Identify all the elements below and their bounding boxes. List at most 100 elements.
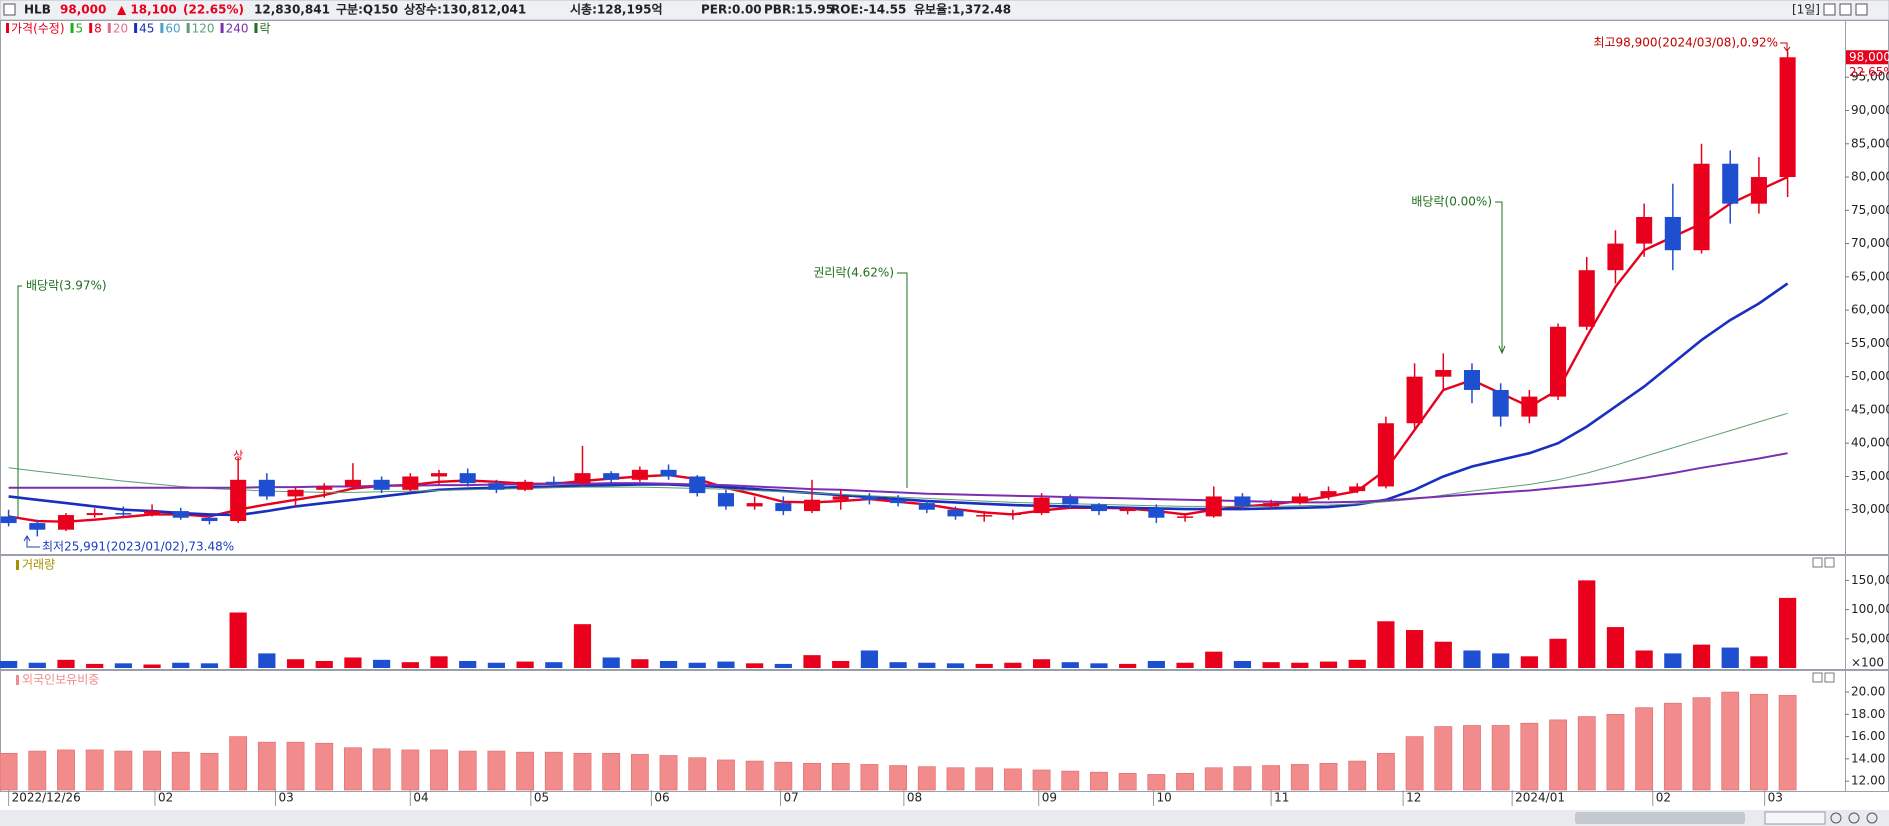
bar <box>1606 714 1625 791</box>
bar <box>344 657 362 668</box>
bar <box>717 661 735 668</box>
y-tick-label: 95,000 <box>1851 70 1889 84</box>
y-tick-label: 100,000 <box>1851 602 1889 616</box>
bar <box>229 736 248 791</box>
restore-button[interactable] <box>1823 3 1836 16</box>
candle-body <box>230 479 247 522</box>
bar <box>57 659 75 668</box>
legend-swatch <box>89 23 93 33</box>
legend-label: 락 <box>259 22 270 36</box>
legend-label: 60 <box>165 22 180 36</box>
candle-body <box>1234 496 1251 507</box>
candle-body <box>947 509 964 517</box>
bar <box>1176 773 1194 791</box>
annotation-line <box>23 535 40 548</box>
candle-body <box>1263 503 1280 507</box>
candle-body <box>1750 177 1767 204</box>
y-tick-label: 45,000 <box>1851 402 1889 416</box>
candle-body <box>1349 486 1366 492</box>
panel-button[interactable] <box>1824 672 1835 683</box>
scrollbar-track[interactable] <box>0 810 1889 826</box>
zoom-out[interactable] <box>1830 812 1842 824</box>
panel-title-swatch <box>16 675 19 685</box>
legend-label: 8 <box>94 22 102 36</box>
panel-button[interactable] <box>1812 672 1823 683</box>
x-tick-label: 09 <box>1042 791 1057 805</box>
bar <box>659 660 678 668</box>
bar <box>458 750 477 791</box>
bar <box>860 764 879 791</box>
bar <box>257 741 276 791</box>
candle-body <box>1463 370 1481 390</box>
change-rate: (22.65%) <box>183 3 244 17</box>
bar <box>917 766 936 791</box>
candle-body <box>976 515 993 517</box>
candle-body <box>1406 376 1423 424</box>
panel-button[interactable] <box>1812 557 1823 568</box>
legend-label: 20 <box>113 22 128 36</box>
bar <box>1119 663 1137 668</box>
annotation-line <box>17 285 22 518</box>
info-item: ROE:-14.55 <box>831 3 906 17</box>
candle-body <box>918 503 935 510</box>
zoom-slider[interactable] <box>1764 811 1826 825</box>
bar <box>171 751 190 791</box>
bar <box>1262 765 1281 791</box>
period-button[interactable]: [1일] <box>1792 3 1820 17</box>
y-tick-label: 30,000 <box>1851 502 1889 516</box>
bar <box>1750 693 1768 791</box>
candle-body <box>29 523 46 530</box>
bar <box>946 663 965 668</box>
bar <box>1520 656 1538 668</box>
bar <box>516 661 534 668</box>
candle-body <box>1177 516 1194 518</box>
bar <box>1319 762 1338 791</box>
y-tick-label: 40,000 <box>1851 436 1889 450</box>
volume-panel <box>0 555 1889 670</box>
info-item: 유보율:1,372.48 <box>914 3 1011 17</box>
unit-label: ×100 <box>1851 656 1884 670</box>
legend-swatch <box>6 23 9 33</box>
menu-icon[interactable] <box>3 3 16 16</box>
bar <box>746 663 764 668</box>
candle-body <box>373 479 390 490</box>
candle-body <box>1607 243 1624 271</box>
annotation: 배당락(0.00%) <box>1411 195 1492 209</box>
foreign-panel <box>0 670 1889 792</box>
info-item: 구분:Q150 <box>336 3 398 17</box>
zoom-reset[interactable] <box>1866 812 1878 824</box>
candle-body <box>1521 396 1538 417</box>
candle-body <box>545 481 562 484</box>
bar <box>630 754 649 791</box>
candle-body <box>517 481 534 490</box>
panel-button[interactable] <box>1824 557 1835 568</box>
candle-body <box>1033 497 1050 514</box>
x-tick-label: 10 <box>1156 791 1171 805</box>
bar <box>1663 702 1682 791</box>
x-tick-label: 08 <box>907 791 922 805</box>
bar <box>200 663 219 668</box>
bar <box>688 757 707 791</box>
close-button[interactable] <box>1855 3 1868 16</box>
bar <box>1635 650 1653 668</box>
candle-body <box>1435 370 1452 377</box>
bar <box>1750 656 1768 668</box>
candle-body <box>1062 497 1079 505</box>
y-tick-label: 70,000 <box>1851 236 1889 250</box>
annotation-line <box>897 272 908 488</box>
candle-body <box>1492 389 1509 417</box>
annotation: 최고98,900(2024/03/08),0.92% <box>1593 36 1778 50</box>
annotation: 상 <box>233 449 243 462</box>
candle-body <box>1578 270 1595 327</box>
bar <box>889 765 908 791</box>
candle-body <box>1004 513 1021 516</box>
zoom-in[interactable] <box>1848 812 1860 824</box>
y-tick-label: 85,000 <box>1851 136 1889 150</box>
bar <box>1405 736 1424 791</box>
maximize-button[interactable] <box>1839 3 1852 16</box>
candle-body <box>1291 496 1308 504</box>
candle-body <box>1119 508 1136 512</box>
scrollbar-thumb[interactable] <box>1575 812 1745 824</box>
candle-body <box>574 473 591 484</box>
